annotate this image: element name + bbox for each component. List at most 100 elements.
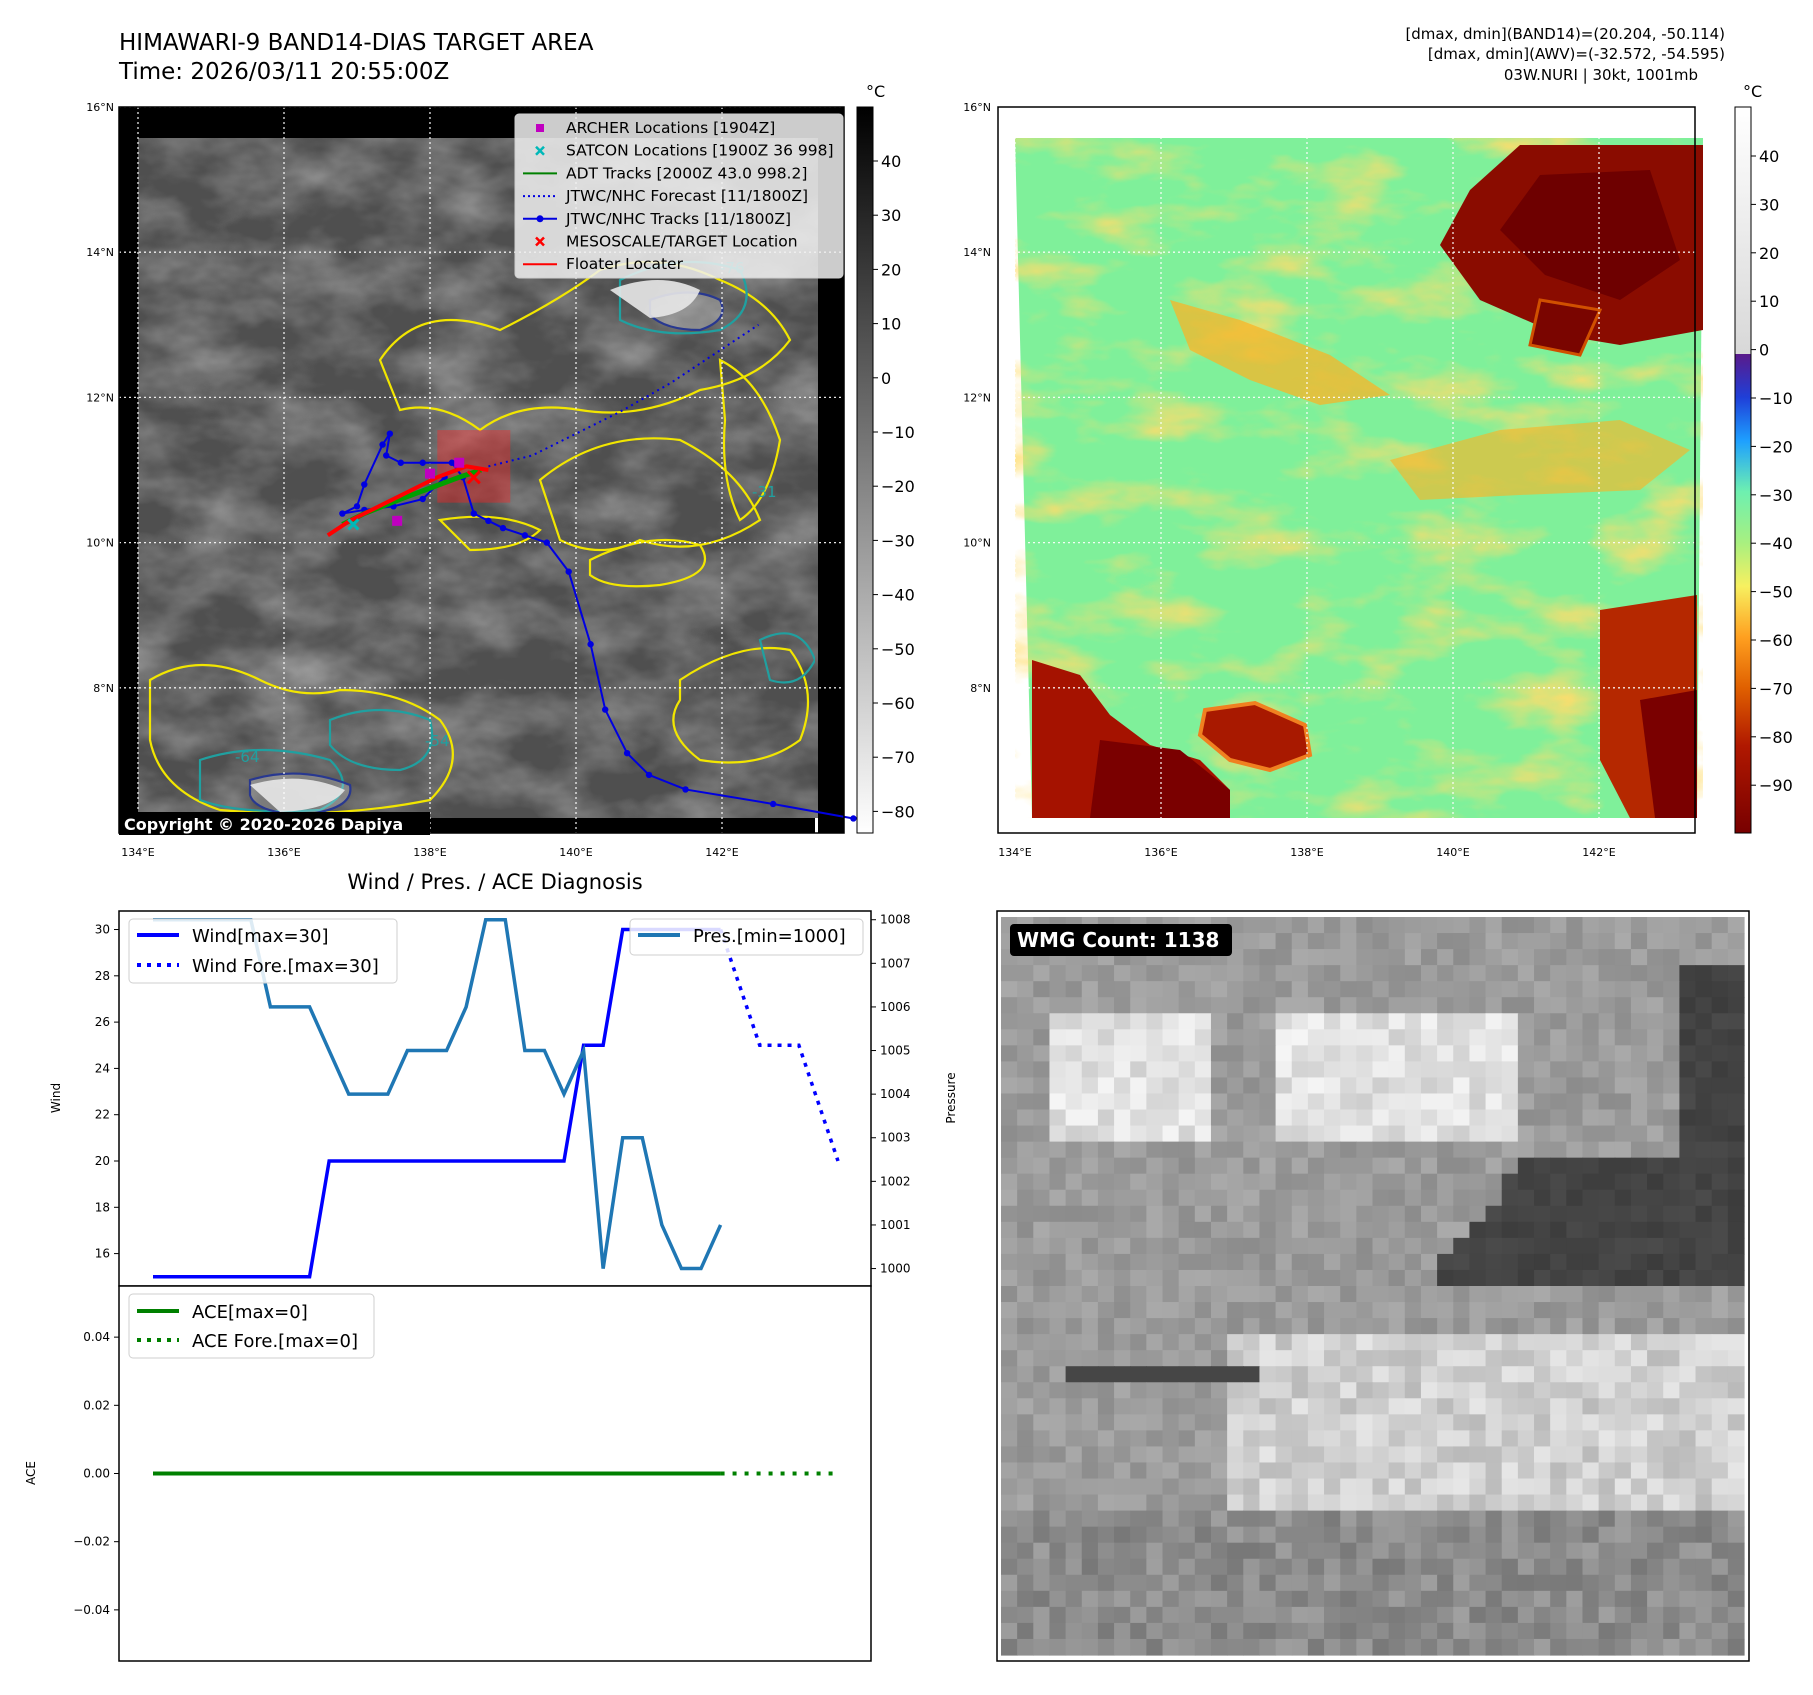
lon-tick-label: 134°E [121, 846, 154, 859]
wmg-pixel [1324, 1574, 1341, 1592]
wmg-pixel [1178, 1510, 1196, 1528]
ir-contours [148, 260, 815, 817]
wmg-pixel [1647, 1446, 1664, 1464]
wmg-pixel [1243, 1526, 1261, 1544]
wmg-pixel [1469, 1462, 1487, 1480]
wmg-pixel [1372, 1430, 1390, 1448]
wmg-pixel [1049, 1350, 1067, 1367]
wmg-pixel [1243, 1510, 1261, 1528]
wmg-pixel [1259, 1574, 1277, 1592]
wmg-pixel [1097, 1478, 1115, 1496]
wmg-pixel [1049, 1157, 1067, 1175]
wmg-pixel [1501, 1045, 1519, 1062]
wmg-pixel [1017, 1494, 1034, 1512]
wmg-pixel [1614, 1093, 1632, 1111]
wmg-pixel [1017, 1606, 1034, 1624]
wmg-pixel [1324, 1430, 1341, 1448]
wmg-pixel [1582, 1318, 1600, 1335]
wmg-pixel [1679, 1173, 1697, 1191]
wmg-pixel [1679, 917, 1697, 934]
pressure-tick-label: 1008 [880, 913, 911, 927]
wmg-pixel [1275, 1382, 1293, 1399]
wmg-pixel [1647, 997, 1664, 1014]
wmg-pixel [1291, 1478, 1309, 1496]
wmg-pixel [1065, 1414, 1083, 1431]
wmg-pixel [1582, 997, 1600, 1014]
wmg-pixel [1550, 933, 1567, 950]
wmg-pixel [1388, 1622, 1406, 1640]
wmg-pixel [1501, 1574, 1519, 1592]
wmg-pixel [1582, 1141, 1600, 1159]
wmg-pixel [1243, 1478, 1261, 1496]
wmg-pixel [1711, 1526, 1729, 1544]
wmg-pixel [1081, 1398, 1099, 1415]
wmg-pixel [1178, 1558, 1196, 1576]
wmg-pixel [1485, 1286, 1503, 1303]
wmg-pixel [1485, 1590, 1503, 1608]
wmg-pixel [1340, 1221, 1357, 1239]
wmg-pixel [1711, 1430, 1729, 1448]
wmg-pixel [1566, 1382, 1584, 1399]
wmg-pixel [1291, 1173, 1309, 1191]
wmg-pixel [1630, 1638, 1648, 1656]
wmg-pixel [1437, 933, 1454, 950]
wmg-pixel [1388, 1526, 1406, 1544]
wmg-pixel [1614, 1205, 1632, 1223]
legend-label: Floater Locater [566, 255, 684, 273]
wmg-pixel [1275, 1334, 1293, 1351]
colorbar-tick-label: 0 [881, 369, 891, 388]
pressure-tick-label: 1007 [880, 956, 911, 970]
wmg-pixel [1453, 1221, 1471, 1239]
jtwc-track-point [645, 771, 653, 779]
wmg-pixel [1469, 1093, 1487, 1111]
wmg-pixel [1727, 1478, 1745, 1496]
wmg-pixel [1227, 1430, 1244, 1448]
wmg-pixel [1130, 1382, 1147, 1399]
colorbar-tick-label: −80 [881, 802, 915, 821]
wmg-pixel [1049, 1125, 1067, 1143]
wmg-pixel [1469, 1510, 1487, 1528]
wmg-pixel [1437, 1286, 1454, 1303]
cloud-contour [588, 538, 706, 588]
wmg-pixel [1033, 1414, 1051, 1431]
wmg-pixel [1501, 1077, 1519, 1095]
wmg-pixel [1162, 1478, 1180, 1496]
wmg-pixel [1210, 1590, 1228, 1608]
wmg-pixel [1065, 1542, 1083, 1560]
wmg-pixel [1097, 1045, 1115, 1062]
wmg-pixel [1065, 1286, 1083, 1303]
wmg-pixel [1630, 1141, 1648, 1159]
wmg-pixel [1210, 1494, 1228, 1512]
wmg-pixel [1324, 1478, 1341, 1496]
jtwc-track-point [419, 459, 426, 466]
wmg-pixel [1243, 1446, 1261, 1464]
wmg-pixel [1469, 981, 1487, 998]
wmg-pixel [1420, 1478, 1438, 1496]
wmg-pixel [1291, 1077, 1309, 1095]
wmg-pixel [1307, 1334, 1325, 1351]
wmg-pixel [1695, 965, 1713, 982]
wmg-pixel [1727, 1253, 1745, 1271]
wmg-pixel [1291, 1318, 1309, 1335]
wmg-pixel [1194, 1253, 1212, 1271]
wmg-pixel [1711, 1318, 1729, 1335]
wmg-pixel [1243, 1494, 1261, 1512]
wmg-pixel [1130, 1606, 1147, 1624]
wmg-pixel [1243, 1141, 1261, 1159]
wmg-pixel [1501, 1510, 1519, 1528]
wmg-pixel [1146, 965, 1164, 982]
wmg-pixel [1324, 933, 1341, 950]
wmg-pixel [1566, 1189, 1584, 1207]
wmg-pixel [1566, 1334, 1584, 1351]
wmg-pixel [1582, 1510, 1600, 1528]
wmg-pixel [1227, 1382, 1244, 1399]
wmg-pixel [1550, 1398, 1567, 1415]
wind-fore-legend-label: Wind Fore.[max=30] [192, 956, 379, 977]
wmg-pixel [1711, 1253, 1729, 1271]
wmg-pixel [1727, 1173, 1745, 1191]
wmg-pixel [1243, 1398, 1261, 1415]
wmg-pixel [1001, 1157, 1018, 1175]
wmg-pixel [1001, 1045, 1018, 1062]
wmg-pixel [1598, 1398, 1616, 1415]
pres-legend-label: Pres.[min=1000] [693, 926, 846, 947]
